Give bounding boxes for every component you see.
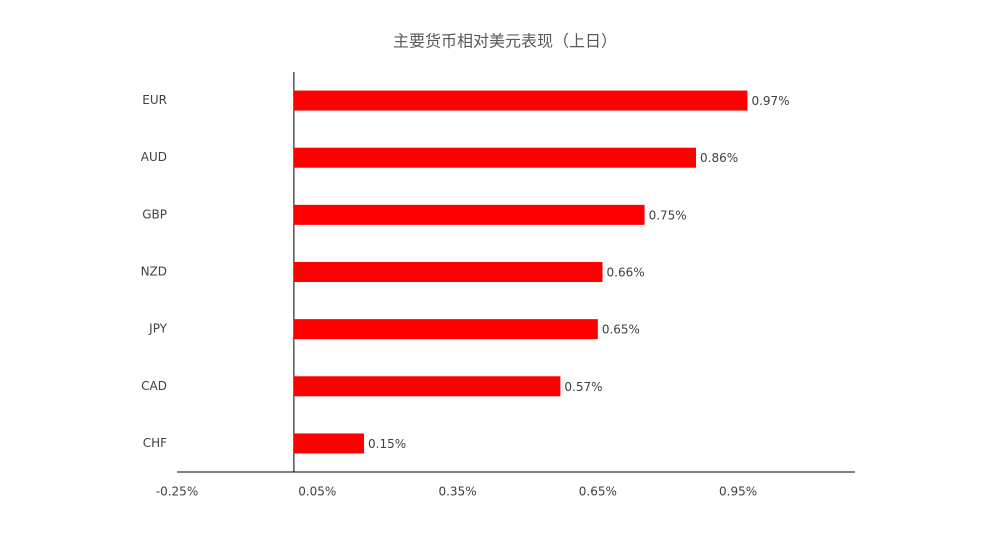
x-tick-label: 0.65%: [579, 485, 617, 499]
y-tick-label: GBP: [142, 207, 167, 221]
data-label: 0.66%: [607, 266, 645, 280]
y-tick-label: CHF: [143, 436, 167, 450]
x-tick-label: -0.25%: [156, 485, 198, 499]
bar: [293, 147, 697, 168]
y-tick-label: NZD: [141, 265, 167, 279]
bar: [293, 204, 645, 225]
data-label: 0.86%: [700, 151, 738, 165]
data-label: 0.75%: [649, 208, 687, 222]
bar: [293, 376, 561, 397]
bar: [293, 262, 603, 282]
data-label: 0.97%: [751, 94, 789, 108]
data-label: 0.65%: [602, 323, 640, 337]
y-tick-label: AUD: [141, 150, 167, 164]
x-tick-label: 0.95%: [719, 485, 757, 499]
x-tick-label: 0.05%: [298, 485, 336, 499]
y-tick-label: JPY: [148, 322, 168, 336]
chart-title: 主要货币相对美元表现（上日）: [393, 32, 617, 51]
y-tick-label: CAD: [141, 379, 167, 393]
bar: [293, 319, 598, 340]
bar: [293, 433, 365, 454]
bar: [293, 90, 748, 111]
x-tick-label: 0.35%: [438, 485, 476, 499]
y-tick-label: EUR: [142, 93, 167, 107]
data-label: 0.57%: [564, 380, 602, 394]
data-label: 0.15%: [368, 437, 406, 451]
